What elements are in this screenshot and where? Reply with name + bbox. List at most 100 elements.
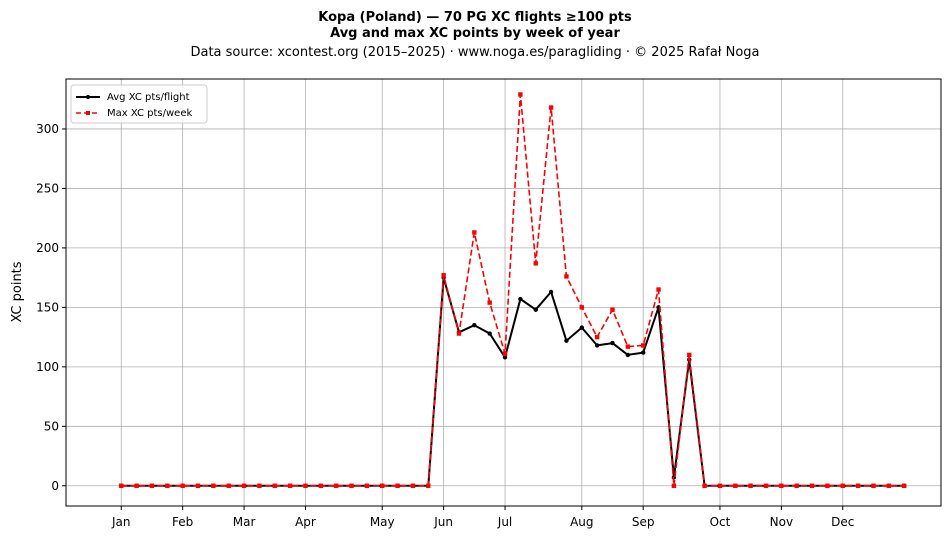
x-tick-label: Jul [497,515,512,529]
ticks: 0 50 100 150 200 250 300 Jan Feb Mar Apr May Jun Jul A… [36,122,854,529]
point-max [779,483,784,488]
point-max [579,305,584,310]
point-max [472,230,477,235]
chart-subtitle: Avg and max XC points by week of year [330,26,620,41]
point-max [195,483,201,488]
legend-marker-max [86,111,90,115]
point-max [211,483,216,488]
point-max [226,483,231,488]
point-max [119,483,124,488]
point-max [548,105,554,110]
point-max [901,483,907,488]
point-avg [533,307,538,312]
point-max [395,483,400,488]
point-max [748,483,753,488]
point-max [303,483,308,488]
point-avg [640,350,646,355]
point-max [134,483,139,488]
point-max [533,261,538,266]
point-max [380,483,385,488]
x-tick-label: Feb [172,515,193,529]
y-tick-label: 250 [36,181,59,195]
point-max [518,92,523,97]
point-max [149,483,155,488]
point-avg [472,323,477,328]
x-tick-label: Apr [295,515,316,529]
point-max [625,344,631,349]
point-avg [610,340,615,346]
point-max [825,483,830,488]
point-max [763,483,769,488]
legend-marker-avg [86,95,90,99]
y-tick-label: 300 [36,122,59,136]
y-tick-label: 50 [44,419,59,433]
series-line-max [121,93,905,487]
point-max [165,483,170,488]
point-max [441,273,446,278]
point-max [733,483,738,488]
point-max [410,483,416,488]
point-max [257,483,262,488]
y-tick-label: 100 [36,360,59,374]
point-avg [579,325,584,330]
x-tick-label: May [370,515,395,529]
point-avg [518,296,523,302]
point-max [564,274,569,279]
point-max [502,351,508,356]
point-max [886,483,892,488]
legend: Avg XC pts/flight Max XC pts/week [70,84,208,124]
point-max [671,483,677,488]
point-max [656,287,661,292]
point-max [840,483,845,488]
series-layer [119,92,907,488]
x-tick-label: Oct [710,515,731,529]
point-max [318,483,324,488]
point-max [333,483,339,488]
grid [66,79,941,506]
x-tick-label: Nov [770,515,793,529]
point-avg [502,355,508,360]
y-tick-label: 0 [51,479,59,493]
x-tick-label: Mar [233,515,256,529]
x-tick-label: Dec [831,515,854,529]
point-max [349,483,354,488]
chart-source: Data source: xcontest.org (2015–2025) · … [190,45,759,60]
point-max [809,483,815,488]
point-max [287,483,293,488]
x-tick-label: Jun [433,515,453,529]
point-avg [594,343,600,348]
point-avg [564,338,569,343]
chart-title: Kopa (Poland) — 70 PG XC flights ≥100 pt… [318,10,632,25]
point-max [272,483,277,488]
point-avg [487,331,492,336]
point-max [702,483,707,488]
point-max [687,352,692,358]
point-max [610,307,615,312]
y-tick-label: 200 [36,241,59,255]
legend-box [70,84,208,124]
legend-label-max: Max XC pts/week [107,108,192,119]
legend-label-avg: Avg XC pts/flight [107,92,190,103]
point-max [855,483,861,488]
point-max [241,483,247,488]
point-max [180,483,185,488]
point-max [364,483,370,488]
point-max [487,300,492,305]
y-tick-label: 150 [36,300,59,314]
x-tick-label: Jan [111,515,131,529]
point-avg [548,289,554,295]
point-max [871,483,876,488]
point-max [794,483,799,488]
point-max [717,483,723,488]
x-tick-label: Sep [632,515,655,529]
series-line-avg [121,276,905,487]
y-axis-label: XC points [10,261,25,322]
point-max [594,334,600,340]
point-max [426,483,431,488]
plot-frame [65,78,942,507]
point-avg [625,352,631,358]
point-max [456,331,462,336]
point-max [640,343,646,348]
x-tick-label: Aug [570,515,593,529]
